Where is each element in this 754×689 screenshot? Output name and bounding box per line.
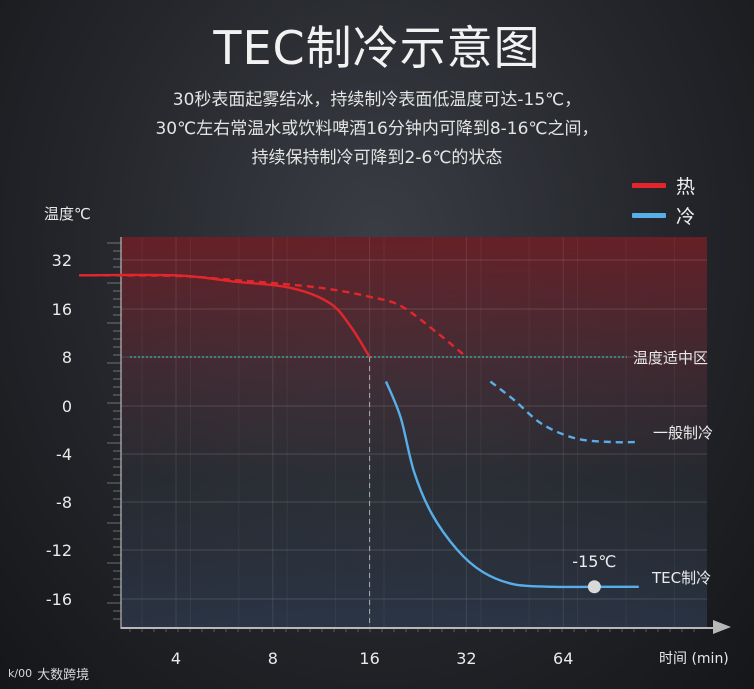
- watermark: k/00 大数跨境: [8, 664, 89, 683]
- axes: [120, 237, 731, 634]
- x-tick-label: 16: [359, 649, 379, 668]
- reference-line: 温度适中区: [130, 349, 708, 627]
- x-axis-label: 时间 (min): [659, 651, 729, 667]
- x-axis-arrow: [713, 620, 731, 634]
- grid-lines: [121, 237, 707, 627]
- y-tick-label: -16: [46, 590, 72, 609]
- y-tick-label: -4: [56, 445, 72, 464]
- legend-swatch-cold: [632, 212, 666, 218]
- description-line: 30秒表面起雾结冰，持续制冷表面低温度可达-15℃，: [172, 90, 582, 110]
- legend-item-hot: 热: [632, 170, 695, 200]
- y-tick-label: 8: [62, 348, 72, 367]
- watermark-logo: k/00: [8, 667, 33, 680]
- min-temp-label: -15℃: [572, 552, 616, 571]
- y-tick-label: -12: [46, 541, 72, 560]
- legend-label-cold: 冷: [676, 205, 696, 228]
- min-temp-point: [587, 580, 601, 594]
- x-tick-label: 32: [456, 649, 476, 668]
- standard-cooling-cold-line: [489, 380, 639, 444]
- y-tick-label: 16: [52, 300, 72, 319]
- watermark-text: 大数跨境: [37, 668, 90, 683]
- tec-cooling-cold-line: [384, 381, 639, 589]
- series-label-standard: 一般制冷: [653, 424, 713, 442]
- x-tick-label: 64: [553, 649, 573, 668]
- y-tick-label: -8: [56, 493, 72, 512]
- y-tick-label: 0: [62, 397, 72, 416]
- plot-area: [121, 237, 707, 627]
- x-tick-label: 8: [268, 649, 278, 668]
- y-tick-labels: 32 16 8 0 -4 -8 -12 -16: [46, 251, 72, 609]
- description-line: 持续保持制冷可降到2-6℃的状态: [251, 148, 503, 168]
- y-axis-label: 温度℃: [44, 205, 91, 223]
- series-lines: [79, 273, 639, 589]
- legend-label-hot: 热: [676, 175, 696, 198]
- legend-swatch-hot: [632, 182, 666, 188]
- series-label-tec: TEC制冷: [651, 569, 711, 587]
- standard-cooling-hot-line: [79, 274, 468, 358]
- description: 30秒表面起雾结冰，持续制冷表面低温度可达-15℃， 30℃左右常温水或饮料啤酒…: [0, 86, 754, 173]
- x-tick-label: 4: [171, 649, 181, 668]
- legend: 热 冷: [632, 170, 695, 230]
- page-title: TEC制冷示意图: [213, 21, 541, 75]
- y-tick-label: 32: [52, 251, 72, 270]
- comfort-line-label: 温度适中区: [633, 349, 708, 367]
- description-line: 30℃左右常温水或饮料啤酒16分钟内可降到8-16℃之间，: [155, 119, 599, 139]
- annotations: -15℃ TEC制冷 一般制冷: [572, 424, 713, 594]
- legend-item-cold: 冷: [632, 200, 695, 230]
- x-tick-labels: 4 8 16 32 64: [171, 649, 573, 668]
- plot-background: [121, 237, 707, 627]
